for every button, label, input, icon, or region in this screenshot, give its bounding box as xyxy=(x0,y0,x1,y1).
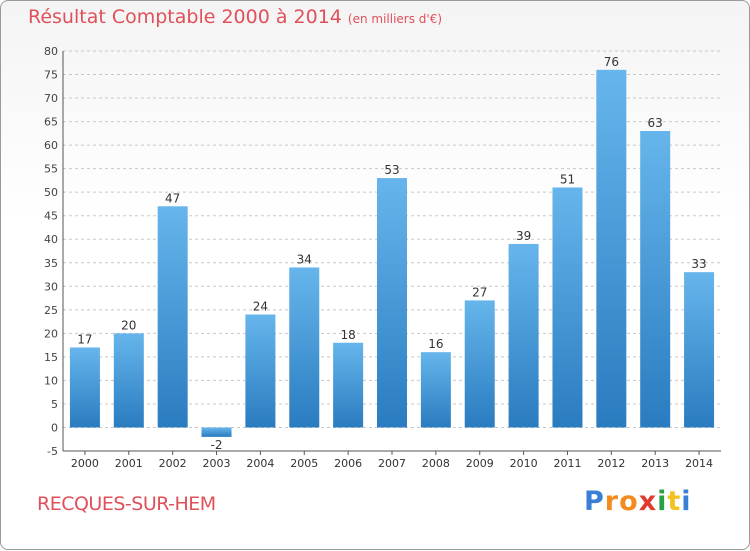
title-unit: (en milliers d'€) xyxy=(347,12,443,26)
x-tick-label: 2008 xyxy=(422,457,450,470)
bar-2012 xyxy=(596,69,627,428)
x-tick-label: 2012 xyxy=(597,457,625,470)
x-tick-label: 2009 xyxy=(466,457,494,470)
logo-letter: r xyxy=(604,486,620,517)
y-tick-label: 45 xyxy=(44,210,58,223)
logo-letter: o xyxy=(619,486,639,517)
x-tick-label: 2013 xyxy=(641,457,669,470)
bar-2001 xyxy=(113,333,144,428)
x-tick-label: 2004 xyxy=(246,457,274,470)
data-label-2009: 27 xyxy=(472,285,487,299)
bar-2005 xyxy=(289,267,320,428)
y-tick-label: 80 xyxy=(44,45,58,58)
y-tick-label: 10 xyxy=(44,374,58,387)
y-tick-label: 35 xyxy=(44,257,58,270)
data-label-2012: 76 xyxy=(604,55,619,69)
y-tick-label: 5 xyxy=(51,398,58,411)
data-label-2010: 39 xyxy=(516,229,531,243)
y-tick-label: 75 xyxy=(44,69,58,82)
data-label-2013: 63 xyxy=(648,116,663,130)
x-tick-label: 2001 xyxy=(115,457,143,470)
y-tick-label: 40 xyxy=(44,233,58,246)
bar-2011 xyxy=(552,187,583,428)
data-label-2001: 20 xyxy=(121,318,136,332)
y-tick-label: 15 xyxy=(44,351,58,364)
data-label-2004: 24 xyxy=(253,300,268,314)
bars xyxy=(69,69,715,437)
x-tick-label: 2005 xyxy=(290,457,318,470)
data-label-2005: 34 xyxy=(297,252,312,266)
bar-2006 xyxy=(333,342,364,428)
x-tick-label: 2011 xyxy=(553,457,581,470)
data-label-2008: 16 xyxy=(428,337,443,351)
chart-title: Résultat Comptable 2000 à 2014 (en millie… xyxy=(28,6,442,28)
location-name: RECQUES-SUR-HEM xyxy=(37,493,216,515)
title-text: Résultat Comptable 2000 à 2014 xyxy=(28,6,342,28)
bar-2013 xyxy=(640,131,671,428)
y-tick-label: 70 xyxy=(44,92,58,105)
bar-2004 xyxy=(245,314,276,428)
logo-letter: P xyxy=(584,486,605,517)
x-tick-label: 2002 xyxy=(159,457,187,470)
data-label-2000: 17 xyxy=(77,332,92,346)
data-label-2007: 53 xyxy=(384,163,399,177)
data-label-2006: 18 xyxy=(340,328,355,342)
bar-2014 xyxy=(684,272,715,428)
x-tick-label: 2014 xyxy=(685,457,713,470)
x-tick-label: 2000 xyxy=(71,457,99,470)
logo-letter: i xyxy=(657,486,668,517)
bar-2002 xyxy=(157,206,188,428)
bar-2003 xyxy=(201,427,232,437)
y-tick-label: 65 xyxy=(44,116,58,129)
logo-letter: i xyxy=(681,486,692,517)
logo-letter: x xyxy=(638,486,658,517)
x-tick-label: 2003 xyxy=(203,457,231,470)
data-labels: 17 20 47 -2 24 34 18 53 16 27 39 51 76 63 33 xyxy=(77,55,706,452)
x-tick-label: 2006 xyxy=(334,457,362,470)
y-tick-label: 0 xyxy=(51,421,58,434)
data-label-2002: 47 xyxy=(165,191,180,205)
data-label-2014: 33 xyxy=(691,257,706,271)
y-tick-label: 30 xyxy=(44,280,58,293)
y-tick-label: -5 xyxy=(47,445,58,458)
logo-letter: t xyxy=(667,486,682,517)
y-tick-label: 25 xyxy=(44,304,58,317)
proxiti-logo[interactable]: Proxiti xyxy=(584,486,692,517)
bar-2010 xyxy=(508,243,539,428)
y-tick-label: 20 xyxy=(44,327,58,340)
y-tick-label: 55 xyxy=(44,163,58,176)
data-label-2003: -2 xyxy=(211,438,223,452)
x-tick-label: 2007 xyxy=(378,457,406,470)
y-tick-label: 50 xyxy=(44,186,58,199)
bar-2008 xyxy=(420,352,451,428)
bar-2000 xyxy=(69,347,100,428)
bar-2009 xyxy=(464,300,495,428)
axes: -5 0 5 10 15 20 25 30 35 40 45 50 55 60 65 70 75 80 2000 20… xyxy=(44,45,721,470)
bar-2007 xyxy=(377,178,407,428)
x-tick-label: 2010 xyxy=(510,457,538,470)
y-tick-label: 60 xyxy=(44,139,58,152)
data-label-2011: 51 xyxy=(560,172,575,186)
